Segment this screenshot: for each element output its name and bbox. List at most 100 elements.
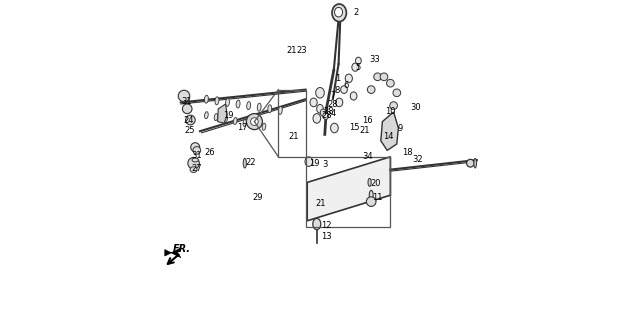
Ellipse shape xyxy=(474,158,476,168)
Text: 2: 2 xyxy=(354,8,359,17)
Ellipse shape xyxy=(234,117,237,124)
Ellipse shape xyxy=(313,114,321,123)
Polygon shape xyxy=(165,248,181,258)
Text: 28: 28 xyxy=(324,107,335,116)
Text: 4: 4 xyxy=(330,109,335,118)
Ellipse shape xyxy=(253,121,256,128)
Circle shape xyxy=(178,90,189,102)
Ellipse shape xyxy=(257,103,261,111)
Text: 12: 12 xyxy=(321,221,331,230)
Ellipse shape xyxy=(305,157,312,166)
Ellipse shape xyxy=(323,112,329,119)
Ellipse shape xyxy=(352,63,358,71)
Ellipse shape xyxy=(215,97,219,105)
Text: 24: 24 xyxy=(183,116,193,125)
Text: 9: 9 xyxy=(398,124,403,133)
Polygon shape xyxy=(307,157,390,221)
Ellipse shape xyxy=(246,102,251,109)
Ellipse shape xyxy=(356,57,361,64)
Text: 8: 8 xyxy=(334,86,340,95)
Circle shape xyxy=(193,147,201,154)
Circle shape xyxy=(467,159,474,167)
Ellipse shape xyxy=(335,7,342,17)
Ellipse shape xyxy=(317,105,323,113)
Ellipse shape xyxy=(243,158,246,168)
Circle shape xyxy=(367,197,376,206)
Ellipse shape xyxy=(268,105,272,113)
Ellipse shape xyxy=(345,74,353,83)
Text: 11: 11 xyxy=(372,193,383,202)
Text: 31: 31 xyxy=(191,151,202,160)
Text: 18: 18 xyxy=(403,148,413,157)
Text: FR.: FR. xyxy=(173,244,191,254)
Ellipse shape xyxy=(243,119,246,126)
Text: 3: 3 xyxy=(323,160,328,169)
Ellipse shape xyxy=(340,86,348,93)
Ellipse shape xyxy=(204,95,209,103)
Text: 10: 10 xyxy=(385,107,395,116)
Text: 26: 26 xyxy=(204,148,215,157)
Text: 20: 20 xyxy=(370,179,381,188)
Text: 16: 16 xyxy=(362,116,373,124)
Text: 19: 19 xyxy=(223,111,234,120)
Text: 21: 21 xyxy=(287,46,297,55)
Text: 28: 28 xyxy=(328,100,338,109)
Ellipse shape xyxy=(205,112,208,119)
Circle shape xyxy=(186,115,195,125)
Ellipse shape xyxy=(332,4,346,22)
Circle shape xyxy=(188,157,200,169)
Text: 21: 21 xyxy=(359,126,369,135)
Text: 32: 32 xyxy=(412,155,423,164)
Text: 22: 22 xyxy=(246,158,256,167)
Ellipse shape xyxy=(236,100,240,108)
Text: 27: 27 xyxy=(191,164,202,173)
Ellipse shape xyxy=(225,99,230,106)
Ellipse shape xyxy=(330,123,338,133)
Text: 23: 23 xyxy=(297,46,307,55)
Circle shape xyxy=(191,143,200,152)
Ellipse shape xyxy=(368,179,371,186)
Circle shape xyxy=(374,73,381,81)
Text: 14: 14 xyxy=(383,132,394,141)
Text: 1: 1 xyxy=(335,74,340,83)
Ellipse shape xyxy=(224,116,227,123)
Ellipse shape xyxy=(321,109,326,116)
Text: 29: 29 xyxy=(252,193,262,202)
Ellipse shape xyxy=(369,190,373,200)
Ellipse shape xyxy=(192,158,198,162)
Circle shape xyxy=(367,86,375,93)
Text: 13: 13 xyxy=(321,232,332,241)
Circle shape xyxy=(390,102,397,109)
Ellipse shape xyxy=(313,219,321,230)
Text: 31: 31 xyxy=(182,97,192,106)
Text: 21: 21 xyxy=(289,132,299,141)
Ellipse shape xyxy=(335,98,343,107)
Text: 33: 33 xyxy=(370,55,380,64)
Circle shape xyxy=(393,89,401,97)
Ellipse shape xyxy=(262,123,266,130)
Polygon shape xyxy=(218,104,227,123)
Ellipse shape xyxy=(350,92,357,100)
Ellipse shape xyxy=(190,167,197,172)
Text: 21: 21 xyxy=(316,199,326,208)
Polygon shape xyxy=(381,112,398,150)
Text: 17: 17 xyxy=(237,123,248,132)
Circle shape xyxy=(387,79,394,87)
Text: 34: 34 xyxy=(362,152,373,161)
Text: 25: 25 xyxy=(184,126,195,135)
Circle shape xyxy=(246,114,262,130)
Text: 7: 7 xyxy=(330,91,335,100)
Text: 15: 15 xyxy=(349,123,360,132)
Ellipse shape xyxy=(316,87,324,98)
Text: 6: 6 xyxy=(343,81,348,90)
Ellipse shape xyxy=(310,98,317,107)
Circle shape xyxy=(380,73,388,81)
Circle shape xyxy=(250,118,258,125)
Circle shape xyxy=(182,104,192,114)
Text: 30: 30 xyxy=(410,103,421,112)
Ellipse shape xyxy=(278,107,282,114)
Text: 5: 5 xyxy=(356,63,361,72)
Ellipse shape xyxy=(214,114,218,121)
Text: 28: 28 xyxy=(321,111,332,120)
Text: 19: 19 xyxy=(310,159,320,168)
